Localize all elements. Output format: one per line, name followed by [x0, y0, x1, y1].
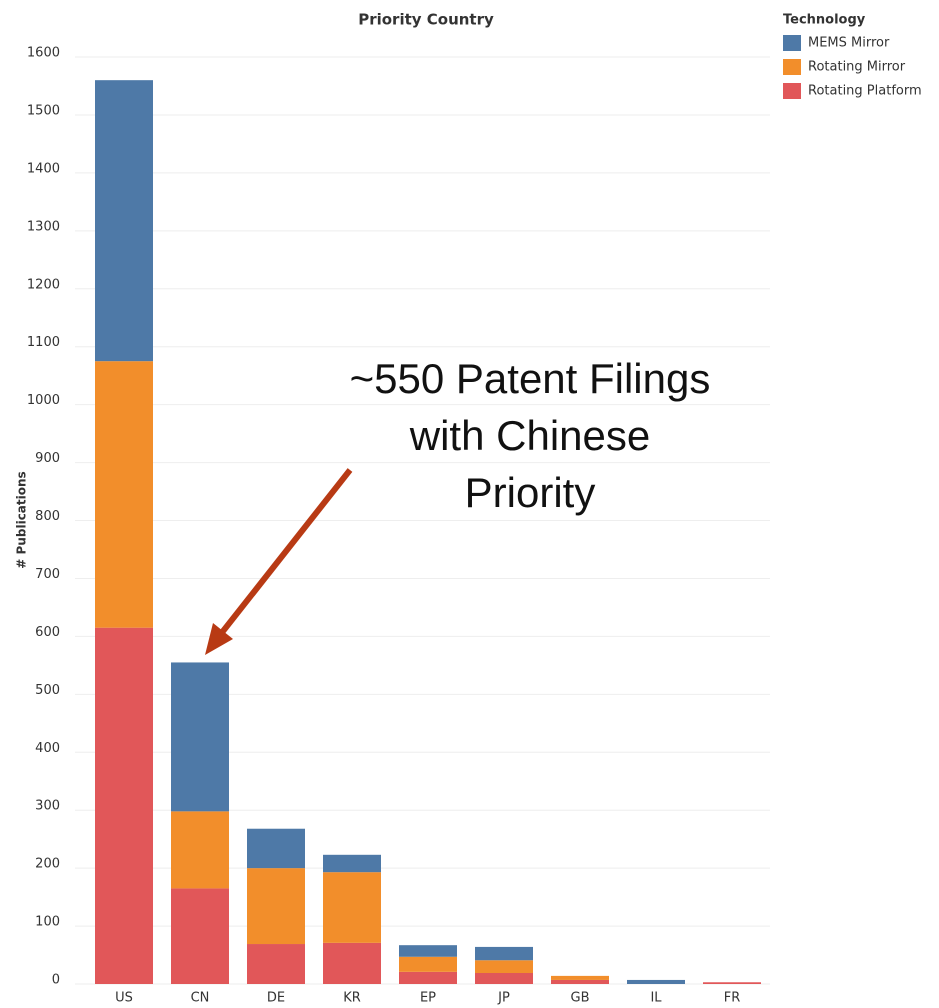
x-tick-label: JP: [497, 991, 510, 1006]
legend-swatch: [783, 59, 801, 75]
legend-label: Rotating Mirror: [808, 60, 906, 75]
legend-swatch: [783, 35, 801, 51]
y-tick-label: 1600: [27, 46, 60, 61]
bar-segment: [171, 662, 229, 812]
legend-swatch: [783, 83, 801, 99]
annotation: with Chinese: [409, 412, 650, 459]
bar-segment: [95, 627, 153, 984]
bar-segment: [703, 982, 761, 984]
bar-segment: [323, 942, 381, 984]
y-tick-label: 1100: [27, 335, 60, 350]
x-tick-label: IL: [650, 991, 662, 1006]
bar-segment: [323, 854, 381, 873]
bar-segment: [475, 960, 533, 973]
bar-segment: [551, 975, 609, 980]
y-tick-label: 400: [35, 741, 60, 756]
x-tick-label: KR: [343, 991, 361, 1006]
bar-segment: [399, 945, 457, 957]
bar-segment: [95, 361, 153, 628]
y-tick-label: 1400: [27, 161, 60, 176]
chart-title: Priority Country: [358, 11, 494, 29]
bar-segment: [247, 944, 305, 984]
x-tick-label: US: [115, 991, 133, 1006]
bar-segment: [95, 80, 153, 362]
y-tick-label: 300: [35, 799, 60, 814]
y-tick-label: 1200: [27, 277, 60, 292]
y-tick-label: 800: [35, 509, 60, 524]
bar-segment: [171, 811, 229, 889]
bar-segment: [247, 868, 305, 945]
bar-segment: [399, 971, 457, 984]
x-tick-label: GB: [571, 991, 590, 1006]
legend-label: MEMS Mirror: [808, 36, 890, 51]
bar-segment: [399, 956, 457, 972]
x-tick-label: DE: [267, 991, 285, 1006]
legend-label: Rotating Platform: [808, 84, 922, 99]
bar-segment: [171, 888, 229, 984]
y-tick-label: 1000: [27, 393, 60, 408]
y-tick-label: 1500: [27, 103, 60, 118]
y-tick-label: 900: [35, 451, 60, 466]
y-tick-label: 500: [35, 683, 60, 698]
y-tick-label: 1300: [27, 219, 60, 234]
x-tick-label: CN: [191, 991, 210, 1006]
y-tick-label: 0: [52, 973, 60, 988]
bar-segment: [551, 979, 609, 984]
bar-segment: [323, 872, 381, 943]
annotation-arrow: [217, 468, 353, 637]
x-tick-label: EP: [420, 991, 436, 1006]
x-tick-label: FR: [724, 991, 741, 1006]
bar-segment: [475, 946, 533, 961]
annotation: ~550 Patent Filings: [350, 355, 711, 402]
y-tick-label: 100: [35, 915, 60, 930]
y-axis-label: # Publications: [15, 471, 29, 568]
annotation-arrowhead: [205, 623, 233, 655]
bar-segment: [475, 972, 533, 984]
legend-title: Technology: [783, 13, 866, 28]
y-tick-label: 700: [35, 567, 60, 582]
y-tick-label: 600: [35, 625, 60, 640]
annotation: Priority: [465, 469, 596, 516]
y-tick-label: 200: [35, 857, 60, 872]
bar-segment: [627, 979, 685, 984]
bar-segment: [247, 828, 305, 869]
